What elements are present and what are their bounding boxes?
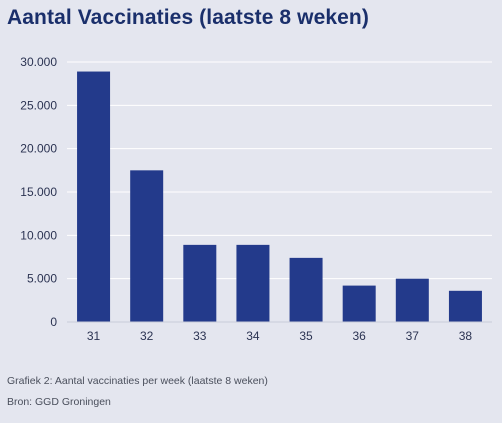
x-tick-label: 34	[246, 329, 260, 343]
x-tick-label: 35	[299, 329, 313, 343]
y-tick-label: 30.000	[20, 55, 57, 69]
y-tick-label: 25.000	[20, 98, 57, 112]
chart-title: Aantal Vaccinaties (laatste 8 weken)	[7, 6, 369, 29]
bars	[77, 71, 482, 323]
bar	[289, 257, 323, 322]
bar	[183, 244, 217, 322]
y-tick-labels: 0 5.000 10.000 15.000 20.000 25.000 30.000	[20, 55, 57, 329]
bar	[77, 71, 111, 323]
x-tick-labels: 31 32 33 34 35 36 37 38	[87, 329, 473, 343]
bar	[236, 244, 270, 322]
bar	[342, 285, 376, 322]
bar	[130, 170, 164, 322]
y-tick-label: 0	[50, 315, 57, 329]
chart-caption: Grafiek 2: Aantal vaccinaties per week (…	[7, 375, 268, 387]
x-tick-label: 37	[406, 329, 420, 343]
x-tick-label: 36	[353, 329, 367, 343]
bar	[395, 278, 429, 322]
chart-source: Bron: GGD Groningen	[7, 396, 111, 408]
bar	[448, 290, 482, 322]
y-tick-label: 20.000	[20, 142, 57, 156]
y-tick-label: 10.000	[20, 228, 57, 242]
y-tick-label: 15.000	[20, 185, 57, 199]
x-tick-label: 38	[459, 329, 473, 343]
x-tick-label: 31	[87, 329, 101, 343]
x-tick-label: 33	[193, 329, 207, 343]
x-tick-label: 32	[140, 329, 154, 343]
y-tick-label: 5.000	[27, 272, 57, 286]
